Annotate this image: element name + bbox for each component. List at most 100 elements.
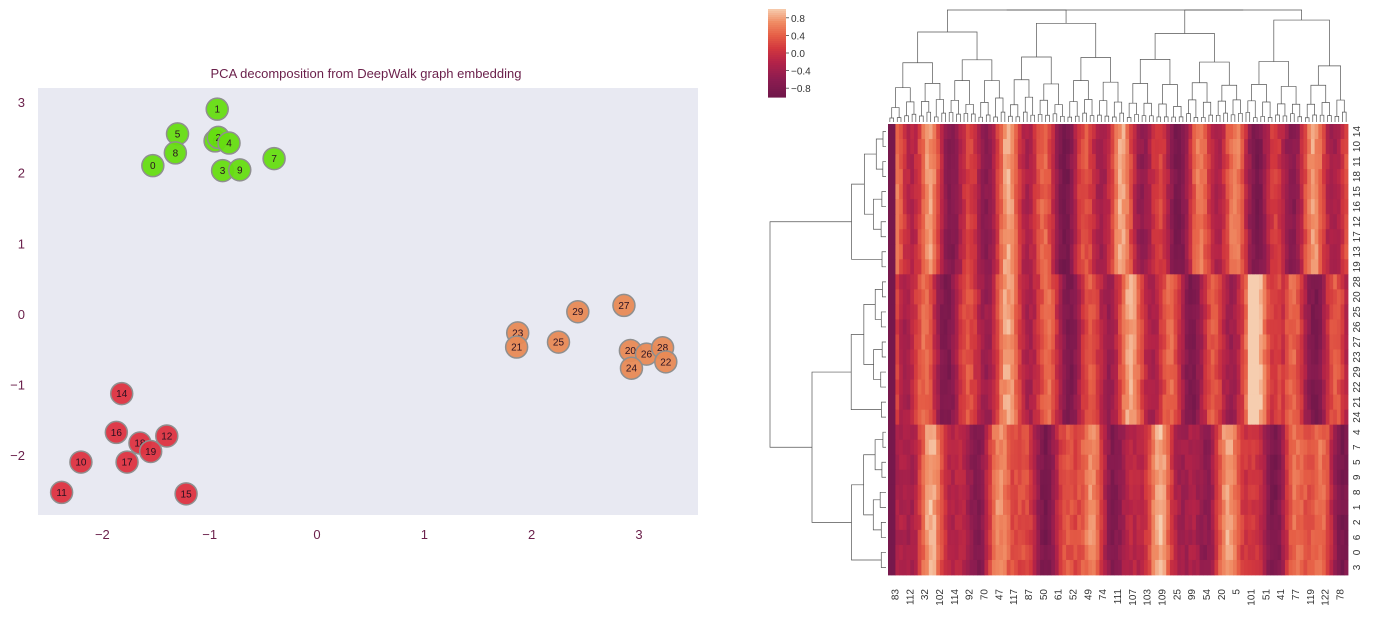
heatmap-cell (1040, 469, 1045, 486)
heatmap-cell (1181, 424, 1186, 441)
heatmap-cell (1214, 529, 1219, 546)
heatmap-cell (1325, 424, 1330, 441)
heatmap-cell (913, 469, 919, 486)
scatter-plot: PCA decomposition from DeepWalk graph em… (10, 66, 698, 542)
heatmap-cell (1066, 274, 1071, 290)
heatmap-cell (1192, 229, 1197, 245)
heatmap-cell (1136, 469, 1141, 486)
heatmap-cell (1281, 169, 1286, 185)
heatmap-cell (1136, 559, 1141, 576)
heatmap-cell (1221, 379, 1226, 395)
heatmap-cell (1003, 154, 1008, 170)
heatmap-cell (1199, 364, 1204, 380)
heatmap-cell (1143, 244, 1149, 260)
scatter-point: 0 (141, 153, 165, 178)
heatmap-cell (928, 439, 933, 456)
heatmap-cell (1225, 469, 1230, 486)
heatmap-cell (1184, 484, 1189, 501)
heatmap-cell (995, 484, 1000, 501)
heatmap-cell (977, 184, 982, 200)
heatmap-cell (1084, 319, 1089, 335)
heatmap-cell (973, 379, 978, 395)
heatmap-cell (1236, 334, 1241, 350)
heatmap-cell (1088, 214, 1093, 230)
heatmap-cell (1296, 469, 1301, 486)
heatmap-cell (1143, 304, 1149, 320)
heatmap-cell (1118, 529, 1123, 546)
heatmap-cell (1195, 244, 1201, 260)
heatmap-cell (1173, 439, 1178, 456)
heatmap-cell (1080, 439, 1086, 456)
heatmap-cell (1258, 379, 1264, 395)
heatmap-cell (1188, 409, 1193, 426)
heatmap-cell (1277, 409, 1282, 426)
heatmap-cell (965, 244, 971, 260)
heatmap-cell (991, 274, 996, 290)
heatmap-cell (1251, 244, 1256, 260)
heatmap-cell (1106, 529, 1111, 546)
heatmap-cell (1303, 244, 1308, 260)
heatmap-cell (1284, 514, 1290, 531)
heatmap-cell (1336, 244, 1341, 260)
heatmap-cell (1110, 559, 1115, 576)
heatmap-cell (921, 409, 926, 426)
heatmap-cell (1158, 319, 1163, 335)
dendrogram-link (1191, 82, 1208, 103)
heatmap-cell (962, 229, 967, 245)
heatmap-cell (1073, 289, 1078, 305)
heatmap-cell (1080, 349, 1086, 365)
heatmap-cell (1121, 559, 1126, 576)
heatmap-cell (1299, 349, 1304, 365)
heatmap-cell (1103, 439, 1108, 456)
heatmap-cell (939, 169, 945, 185)
heatmap-cell (1273, 454, 1278, 471)
heatmap-cell (951, 304, 956, 320)
heatmap-cell (1051, 319, 1056, 335)
heatmap-cell (1318, 349, 1323, 365)
heatmap-cell (1166, 499, 1171, 516)
heatmap-cell (1143, 274, 1149, 290)
heatmap-cell (1210, 529, 1215, 546)
heatmap-cell (984, 214, 989, 230)
heatmap-cell (995, 349, 1000, 365)
heatmap-cell (1329, 184, 1334, 200)
heatmap-cell (1132, 439, 1137, 456)
heatmap-cell (1210, 364, 1215, 380)
heatmap-cell (1166, 364, 1171, 380)
dendrogram-link (881, 401, 886, 418)
heatmap-cell (1073, 439, 1078, 456)
heatmap-cell (1017, 334, 1022, 350)
heatmap-cell (1307, 484, 1312, 501)
heatmap-cell (1136, 124, 1141, 140)
heatmap-cell (1069, 124, 1074, 140)
heatmap-cell (925, 199, 930, 215)
heatmap-cell (969, 214, 974, 230)
heatmap-cell (1032, 499, 1037, 516)
heatmap-cell (906, 124, 911, 140)
heatmap-cell (1151, 349, 1156, 365)
heatmap-cell (1292, 349, 1297, 365)
heatmap-cell (1240, 454, 1245, 471)
heatmap-cell (1003, 139, 1008, 155)
heatmap-cell (1155, 349, 1160, 365)
heatmap-cell (1125, 379, 1130, 395)
heatmap-cell (943, 544, 948, 561)
heatmap-cell (1080, 154, 1086, 170)
heatmap-cell (1336, 124, 1341, 140)
heatmap-cell (1344, 154, 1349, 170)
heatmap-cell (917, 439, 922, 456)
heatmap-cell (1199, 394, 1204, 411)
colorbar-swatch (768, 23, 786, 26)
heatmap-cell (1292, 199, 1297, 215)
heatmap-cell (1329, 514, 1334, 531)
heatmap-cell (1262, 199, 1267, 215)
heatmap-cell (1307, 514, 1312, 531)
heatmap-cell (984, 334, 989, 350)
heatmap-cell (995, 334, 1000, 350)
heatmap-cell (1043, 184, 1048, 200)
heatmap-cell (1110, 424, 1115, 441)
heatmap-cell (1129, 259, 1134, 275)
heatmap-cell (1322, 124, 1327, 140)
heatmap-cell (1284, 319, 1290, 335)
heatmap-cell (965, 409, 971, 426)
